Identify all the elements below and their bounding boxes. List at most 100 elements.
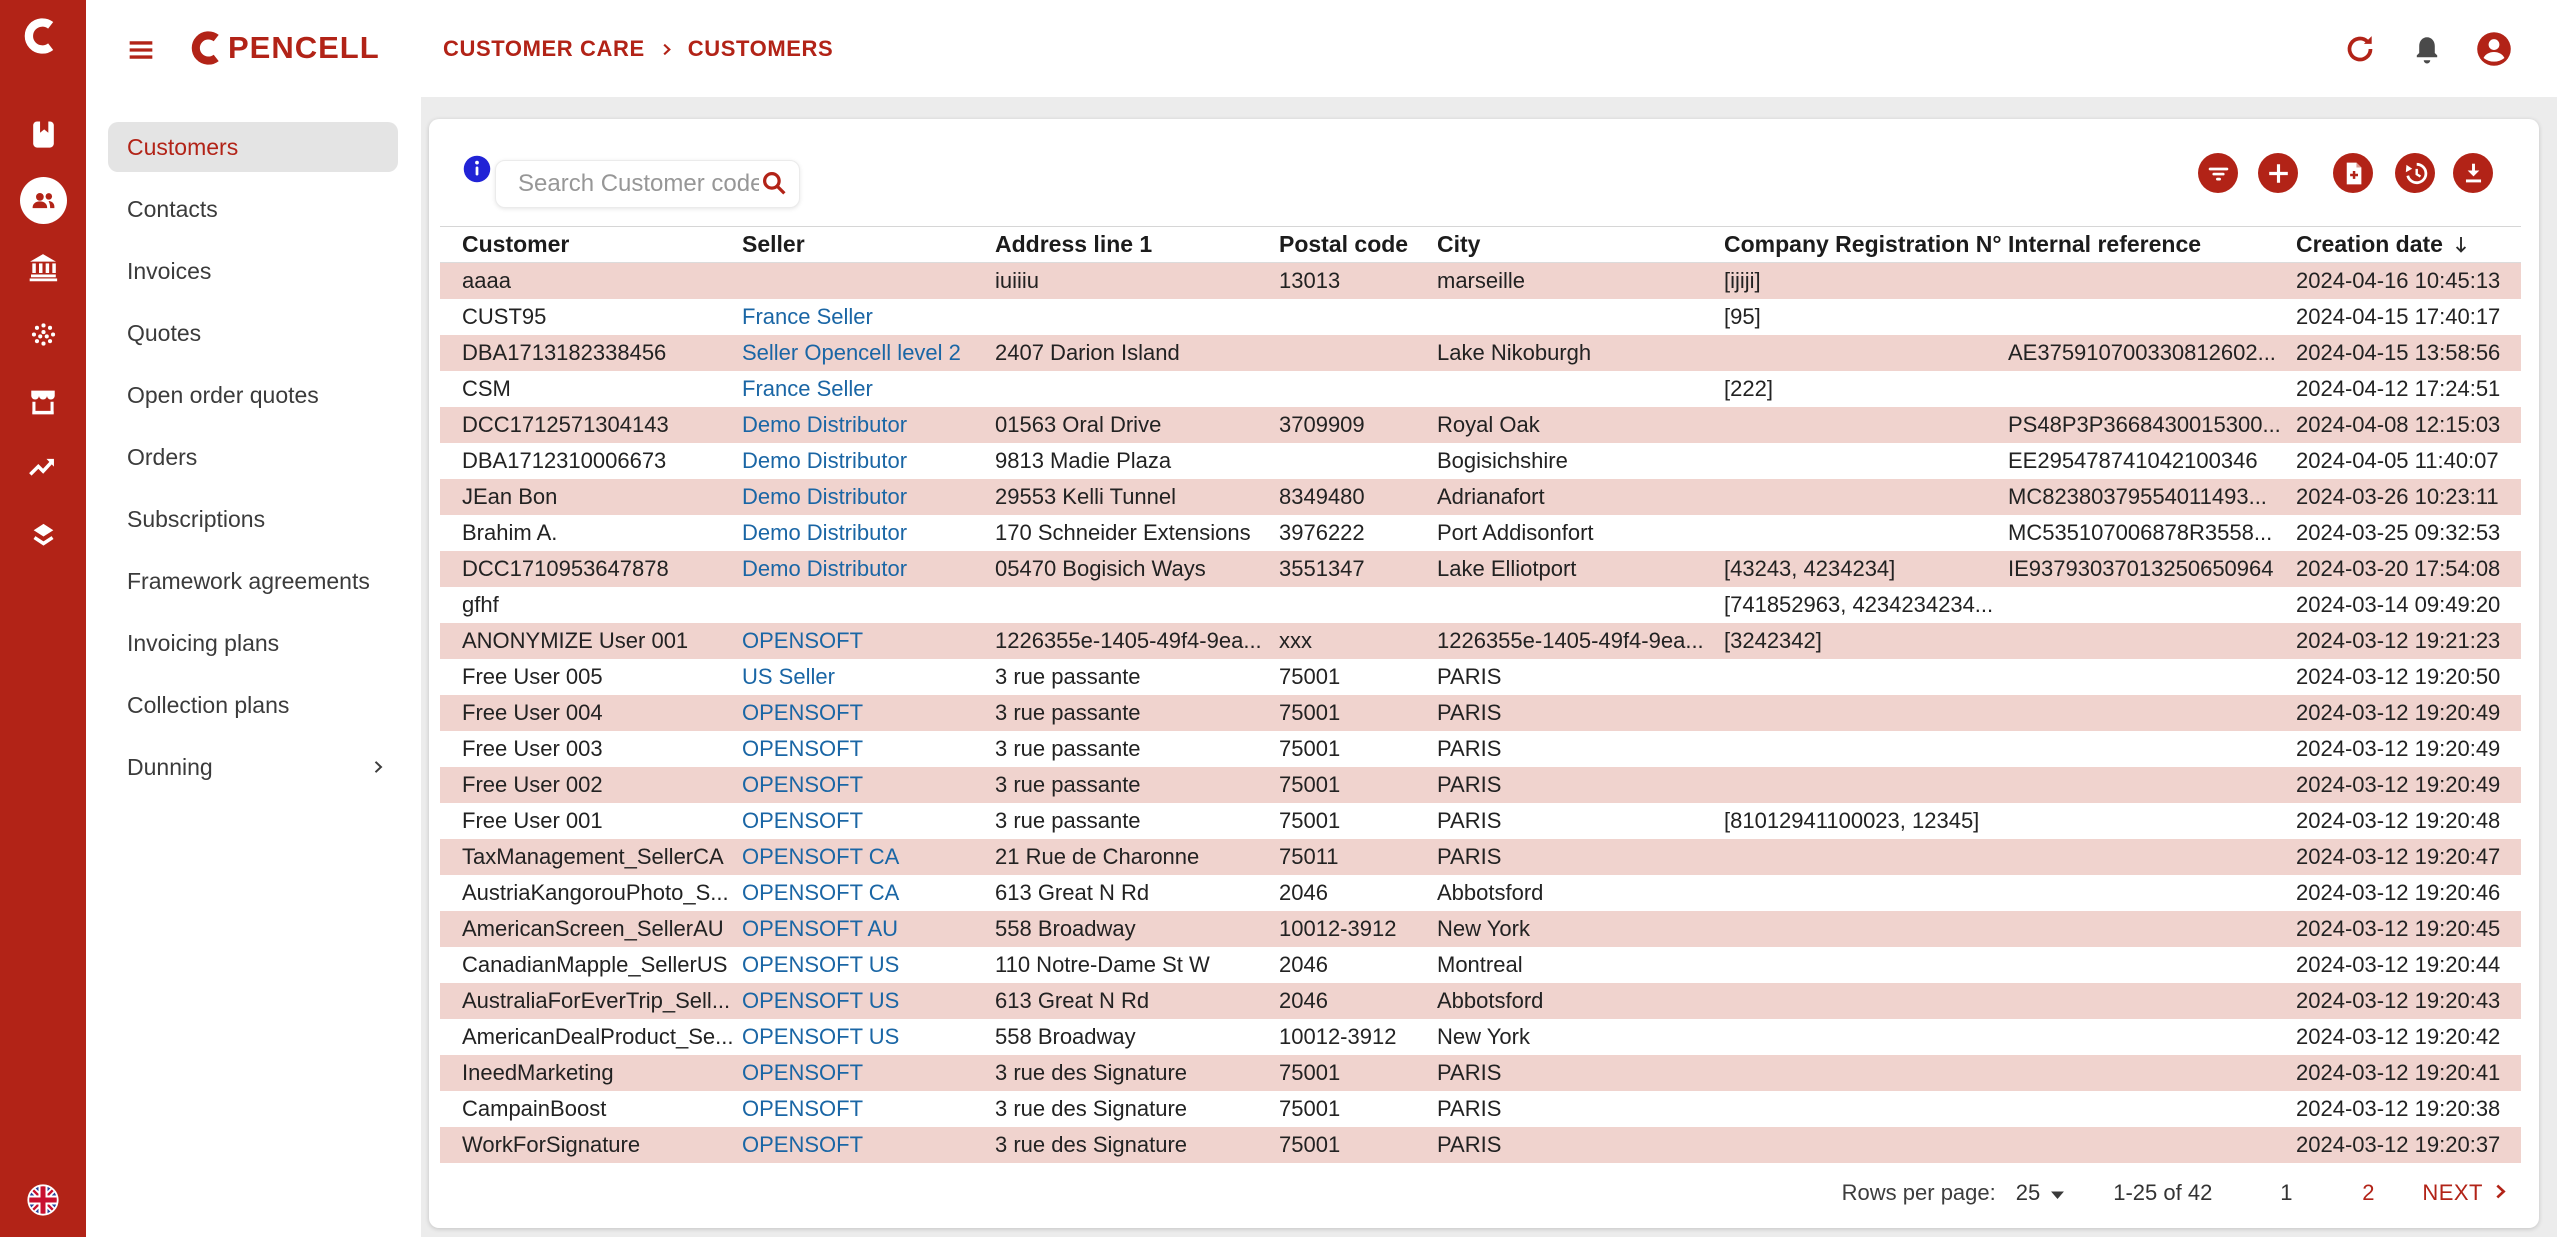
history-button[interactable] bbox=[2395, 153, 2435, 193]
sidebar-item-invoicing-plans[interactable]: Invoicing plans bbox=[108, 618, 398, 668]
cell-seller[interactable]: Demo Distributor bbox=[742, 448, 908, 473]
column-header-city[interactable]: City bbox=[1437, 231, 1724, 258]
table-row[interactable]: Free User 003 OPENSOFT 3 rue passante 75001… bbox=[440, 731, 2521, 767]
cell-seller[interactable]: OPENSOFT bbox=[742, 1060, 864, 1085]
sidebar-item-open-order-quotes[interactable]: Open order quotes bbox=[108, 370, 398, 420]
opencell-logo-icon[interactable] bbox=[23, 16, 63, 56]
table-row[interactable]: AmericanScreen_SellerAU OPENSOFT AU 558 Br… bbox=[440, 911, 2521, 947]
table-row[interactable]: TaxManagement_SellerCA OPENSOFT CA 21 Rue … bbox=[440, 839, 2521, 875]
cell-seller[interactable]: OPENSOFT US bbox=[742, 988, 900, 1013]
sidebar-item-collection-plans[interactable]: Collection plans bbox=[108, 680, 398, 730]
sidebar-item-invoices[interactable]: Invoices bbox=[108, 246, 398, 296]
table-row[interactable]: Free User 004 OPENSOFT 3 rue passante 75001… bbox=[440, 695, 2521, 731]
cell-seller[interactable]: France Seller bbox=[742, 304, 873, 329]
uk-flag-icon[interactable] bbox=[27, 1184, 59, 1216]
column-header-customer[interactable]: Customer bbox=[462, 231, 742, 258]
info-icon[interactable] bbox=[462, 154, 492, 184]
refresh-button[interactable] bbox=[2340, 29, 2380, 69]
cell-city: marseille bbox=[1437, 268, 1526, 293]
sidebar-item-dunning[interactable]: Dunning bbox=[108, 742, 398, 792]
sidebar-item-quotes[interactable]: Quotes bbox=[108, 308, 398, 358]
import-file-button[interactable] bbox=[2333, 153, 2373, 193]
trending-up-icon[interactable] bbox=[17, 442, 69, 494]
cell-seller[interactable]: Demo Distributor bbox=[742, 556, 908, 581]
table-row[interactable]: Free User 001 OPENSOFT 3 rue passante 75001… bbox=[440, 803, 2521, 839]
cell-seller[interactable]: OPENSOFT bbox=[742, 808, 864, 833]
table-row[interactable]: IneedMarketing OPENSOFT 3 rue des Signatur… bbox=[440, 1055, 2521, 1091]
cell-city: Montreal bbox=[1437, 952, 1523, 977]
next-page-button[interactable]: NEXT bbox=[2422, 1180, 2509, 1206]
network-dots-icon[interactable] bbox=[17, 308, 69, 360]
table-row[interactable]: DBA1712310006673 Demo Distributor 9813 Mad… bbox=[440, 443, 2521, 479]
cell-seller[interactable]: OPENSOFT CA bbox=[742, 880, 900, 905]
cell-seller[interactable]: OPENSOFT AU bbox=[742, 916, 899, 941]
table-row[interactable]: DCC1712571304143 Demo Distributor 01563 Or… bbox=[440, 407, 2521, 443]
table-row[interactable]: AustriaKangorouPhoto_S... OPENSOFT CA 613 … bbox=[440, 875, 2521, 911]
cell-seller[interactable]: OPENSOFT bbox=[742, 772, 864, 797]
cell-seller[interactable]: OPENSOFT bbox=[742, 700, 864, 725]
cell-seller[interactable]: US Seller bbox=[742, 664, 835, 689]
cell-seller[interactable]: OPENSOFT US bbox=[742, 1024, 900, 1049]
cell-seller[interactable]: OPENSOFT bbox=[742, 1096, 864, 1121]
column-header-creation_date[interactable]: Creation date bbox=[2296, 231, 2521, 258]
table-row[interactable]: AustraliaForEverTrip_Sell... OPENSOFT US 6… bbox=[440, 983, 2521, 1019]
search-input[interactable] bbox=[496, 170, 759, 198]
column-header-company_registration[interactable]: Company Registration N° bbox=[1724, 231, 2008, 258]
table-row[interactable]: DBA1713182338456 Seller Opencell level 2 2… bbox=[440, 335, 2521, 371]
add-customer-button[interactable] bbox=[2258, 153, 2298, 193]
bank-icon[interactable] bbox=[17, 241, 69, 293]
marketplace-icon[interactable] bbox=[17, 375, 69, 427]
page-2-button[interactable]: 2 bbox=[2362, 1180, 2375, 1205]
search-button[interactable] bbox=[759, 168, 799, 201]
cell-address: 3 rue passante bbox=[995, 808, 1141, 833]
table-row[interactable]: aaaa iuiiiu 13013 marseille [ijiji] 2024-04-1… bbox=[440, 263, 2521, 299]
layers-icon[interactable] bbox=[17, 509, 69, 561]
cell-seller[interactable]: Seller Opencell level 2 bbox=[742, 340, 961, 365]
cell-seller[interactable]: OPENSOFT CA bbox=[742, 844, 900, 869]
table-row[interactable]: CSM France Seller [222] 2024-04-12 17:24:51 bbox=[440, 371, 2521, 407]
page-1-button[interactable]: 1 bbox=[2280, 1180, 2293, 1205]
cell-seller[interactable]: OPENSOFT bbox=[742, 1132, 864, 1157]
export-button[interactable] bbox=[2453, 153, 2493, 193]
column-header-address[interactable]: Address line 1 bbox=[995, 231, 1279, 258]
sidebar-item-contacts[interactable]: Contacts bbox=[108, 184, 398, 234]
cell-seller[interactable]: Demo Distributor bbox=[742, 484, 908, 509]
sort-desc-icon[interactable] bbox=[2453, 234, 2469, 256]
table-row[interactable]: Brahim A. Demo Distributor 170 Schneider E… bbox=[440, 515, 2521, 551]
column-header-internal_reference[interactable]: Internal reference bbox=[2008, 231, 2296, 258]
customers-icon[interactable] bbox=[19, 177, 67, 224]
cell-creation_date: 2024-03-12 19:20:41 bbox=[2296, 1060, 2501, 1085]
table-row[interactable]: ANONYMIZE User 001 OPENSOFT 1226355e-1405-… bbox=[440, 623, 2521, 659]
table-row[interactable]: JEan Bon Demo Distributor 29553 Kelli Tunn… bbox=[440, 479, 2521, 515]
cell-seller[interactable]: OPENSOFT US bbox=[742, 952, 900, 977]
menu-toggle-button[interactable] bbox=[125, 34, 157, 66]
contact-book-icon[interactable] bbox=[17, 108, 69, 160]
column-header-postal[interactable]: Postal code bbox=[1279, 231, 1437, 258]
cell-seller[interactable]: Demo Distributor bbox=[742, 412, 908, 437]
sidebar-item-customers[interactable]: Customers bbox=[108, 122, 398, 172]
sidebar-item-framework-agreements[interactable]: Framework agreements bbox=[108, 556, 398, 606]
table-row[interactable]: DCC1710953647878 Demo Distributor 05470 Bo… bbox=[440, 551, 2521, 587]
cell-customer: AustriaKangorouPhoto_S... bbox=[462, 880, 729, 905]
notifications-button[interactable] bbox=[2407, 29, 2447, 69]
cell-seller[interactable]: OPENSOFT bbox=[742, 628, 864, 653]
column-header-seller[interactable]: Seller bbox=[742, 231, 995, 258]
cell-seller[interactable]: OPENSOFT bbox=[742, 736, 864, 761]
table-row[interactable]: CanadianMapple_SellerUS OPENSOFT US 110 No… bbox=[440, 947, 2521, 983]
sidebar-item-subscriptions[interactable]: Subscriptions bbox=[108, 494, 398, 544]
table-row[interactable]: Free User 005 US Seller 3 rue passante 7500… bbox=[440, 659, 2521, 695]
table-row[interactable]: AmericanDealProduct_Se... OPENSOFT US 558 … bbox=[440, 1019, 2521, 1055]
breadcrumb-item[interactable]: CUSTOMER CARE bbox=[443, 35, 645, 61]
rows-per-page-select[interactable]: 25 bbox=[2016, 1180, 2065, 1206]
table-row[interactable]: Free User 002 OPENSOFT 3 rue passante 75001… bbox=[440, 767, 2521, 803]
table-row[interactable]: CUST95 France Seller [95] 2024-04-15 17:40:… bbox=[440, 299, 2521, 335]
account-button[interactable] bbox=[2474, 29, 2514, 69]
table-row[interactable]: gfhf [741852963, 4234234234... 2024-03-14 … bbox=[440, 587, 2521, 623]
cell-seller[interactable]: Demo Distributor bbox=[742, 520, 908, 545]
table-row[interactable]: CampainBoost OPENSOFT 3 rue des Signature 7… bbox=[440, 1091, 2521, 1127]
sidebar-item-orders[interactable]: Orders bbox=[108, 432, 398, 482]
table-row[interactable]: WorkForSignature OPENSOFT 3 rue des Signat… bbox=[440, 1127, 2521, 1163]
breadcrumb-item[interactable]: CUSTOMERS bbox=[687, 35, 834, 61]
cell-seller[interactable]: France Seller bbox=[742, 376, 873, 401]
filter-button[interactable] bbox=[2198, 153, 2238, 193]
